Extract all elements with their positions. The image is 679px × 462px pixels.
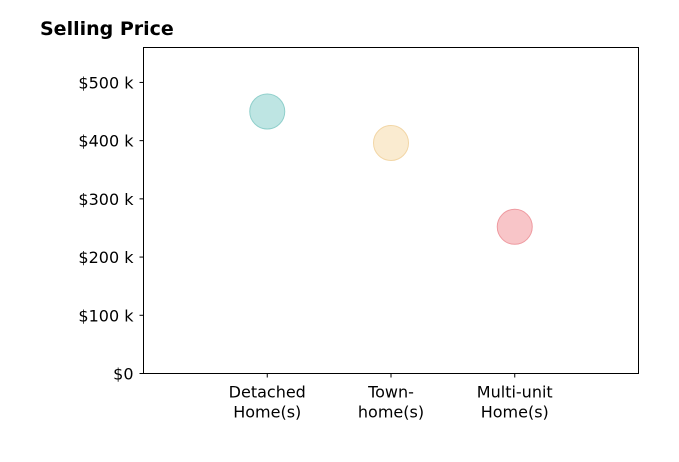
y-axis: $0 $100 k $200 k $300 k $400 k $500 k [78,73,144,384]
x-tick-label: Multi-unit [477,383,553,402]
x-tick-label: Detached [229,383,306,402]
data-point [249,93,286,130]
y-tick-label: $300 k [78,190,134,209]
data-point [373,124,409,161]
y-tick-label: $200 k [78,248,134,267]
x-tick-label: Town- [367,383,414,402]
x-tick-label: Home(s) [233,403,301,422]
y-tick-label: $0 [113,365,133,384]
y-tick-label: $500 k [78,73,134,92]
y-tick-label: $100 k [78,306,134,325]
chart-title: Selling Price [40,18,174,40]
plot-area [143,47,639,374]
x-tick-label: Home(s) [481,403,549,422]
y-tick-label: $400 k [78,132,134,151]
x-axis: DetachedHome(s)Town-home(s)Multi-unitHom… [229,373,553,422]
data-points [249,93,533,245]
x-tick-label: home(s) [358,403,424,422]
data-point [496,208,533,245]
